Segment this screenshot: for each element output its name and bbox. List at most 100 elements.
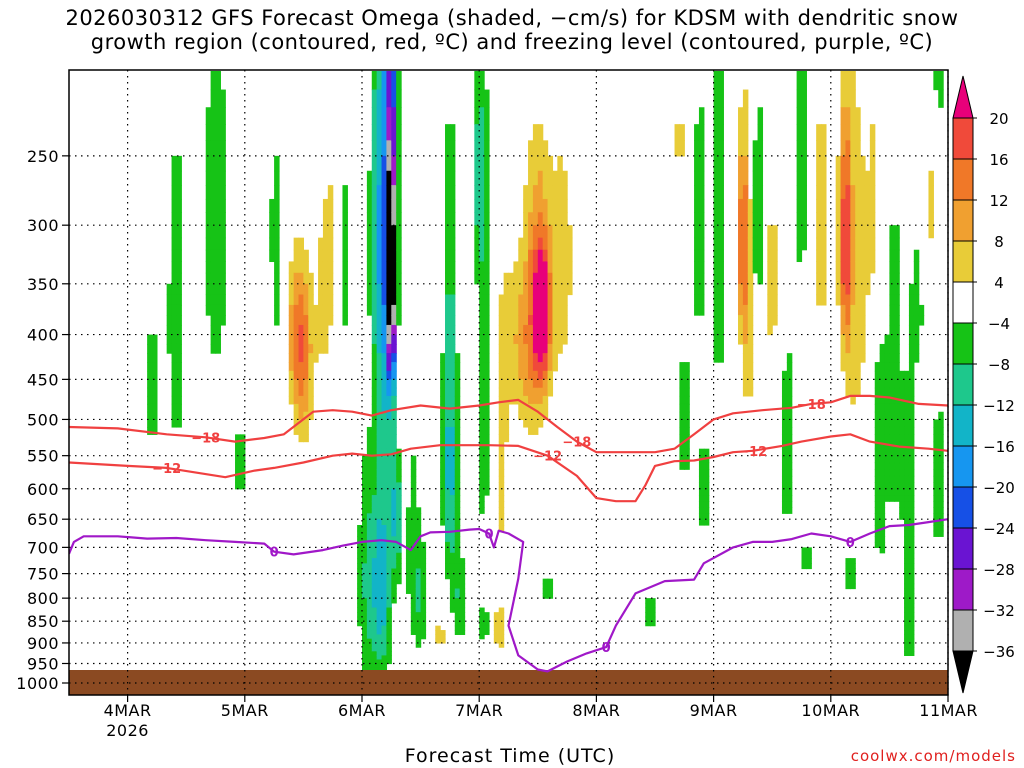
omega-cell xyxy=(396,536,402,543)
omega-cell xyxy=(176,261,182,274)
omega-cell xyxy=(454,547,461,554)
omega-cell xyxy=(449,488,456,496)
omega-cell xyxy=(171,261,178,274)
omega-cell xyxy=(484,304,490,316)
omega-cell xyxy=(718,89,724,108)
omega-cell xyxy=(904,434,910,443)
omega-cell xyxy=(381,634,388,640)
omega-cell xyxy=(445,475,451,483)
omega-cell xyxy=(405,519,412,526)
omega-cell xyxy=(864,249,871,263)
omega-cell xyxy=(152,419,158,428)
omega-cell xyxy=(552,353,558,363)
omega-cell xyxy=(313,304,319,316)
omega-cell xyxy=(684,362,690,372)
omega-cell xyxy=(889,249,895,263)
omega-cell xyxy=(532,124,539,141)
omega-cell xyxy=(176,353,182,363)
omega-cell xyxy=(357,612,363,618)
omega-cell xyxy=(381,602,388,609)
omega-cell xyxy=(694,185,700,200)
omega-cell xyxy=(376,495,383,502)
omega-cell xyxy=(391,170,397,186)
omega-cell xyxy=(381,343,388,354)
omega-cell xyxy=(645,598,651,604)
y-tick-label-400: 400 xyxy=(27,326,59,345)
omega-cell xyxy=(908,434,915,443)
omega-cell xyxy=(562,315,568,326)
omega-cell xyxy=(547,362,554,372)
omega-cell xyxy=(152,362,158,372)
omega-cell xyxy=(215,198,221,213)
omega-cell xyxy=(484,411,490,421)
omega-cell xyxy=(879,362,886,372)
omega-cell xyxy=(908,501,915,508)
omega-cell xyxy=(391,155,397,172)
omega-cell xyxy=(357,536,363,543)
omega-cell xyxy=(908,621,915,627)
omega-cell xyxy=(396,495,402,502)
omega-cell xyxy=(513,362,519,372)
omega-cell xyxy=(479,379,485,389)
omega-cell xyxy=(176,237,182,251)
omega-cell xyxy=(518,403,524,413)
omega-cell xyxy=(786,475,793,483)
omega-cell xyxy=(166,343,173,354)
omega-cell xyxy=(845,324,851,336)
omega-cell xyxy=(366,563,373,570)
omega-cell xyxy=(445,272,451,285)
omega-cell xyxy=(904,475,910,483)
omega-cell xyxy=(205,107,212,125)
omega-cell xyxy=(386,547,392,554)
colorbar-label: −16 xyxy=(983,438,1015,456)
omega-cell xyxy=(449,395,456,405)
omega-cell xyxy=(308,411,314,421)
omega-cell xyxy=(894,283,900,296)
omega-cell xyxy=(698,170,705,186)
omega-cell xyxy=(362,593,368,599)
omega-cell xyxy=(894,261,900,274)
omega-cell xyxy=(557,304,563,316)
omega-cell xyxy=(396,519,402,526)
omega-cell xyxy=(362,558,368,564)
omega-cell xyxy=(508,304,514,316)
omega-cell xyxy=(523,315,529,326)
omega-cell xyxy=(381,547,388,554)
omega-cell xyxy=(894,353,900,363)
omega-cell xyxy=(713,353,720,363)
omega-cell xyxy=(405,568,412,575)
omega-cell xyxy=(552,334,558,345)
omega-cell xyxy=(884,419,890,428)
omega-cell xyxy=(449,607,456,613)
omega-cell xyxy=(274,225,280,239)
omega-cell xyxy=(557,237,563,251)
omega-cell xyxy=(386,185,392,200)
omega-cell xyxy=(415,507,422,514)
omega-cell xyxy=(552,237,558,251)
omega-cell xyxy=(781,495,788,502)
omega-cell xyxy=(904,588,910,594)
omega-cell xyxy=(440,353,446,363)
omega-cell xyxy=(908,583,915,590)
omega-cell xyxy=(308,315,314,326)
omega-cell xyxy=(269,249,275,263)
dgz-contour-minus18 xyxy=(69,394,948,454)
omega-cell xyxy=(322,237,329,251)
omega-cell xyxy=(718,324,724,336)
omega-cell xyxy=(479,501,485,508)
omega-cell xyxy=(542,261,549,274)
omega-cell xyxy=(449,261,456,274)
omega-cell xyxy=(386,568,392,575)
omega-cell xyxy=(889,448,895,457)
omega-cell xyxy=(928,170,934,186)
omega-cell xyxy=(376,304,383,316)
omega-cell xyxy=(454,455,461,464)
omega-cell xyxy=(415,530,422,537)
omega-cell xyxy=(479,630,485,635)
omega-cell xyxy=(386,659,392,665)
omega-cell xyxy=(386,651,392,657)
omega-cell xyxy=(542,411,549,421)
omega-cell xyxy=(386,89,392,108)
omega-cell xyxy=(366,261,373,274)
omega-cell xyxy=(498,324,505,336)
